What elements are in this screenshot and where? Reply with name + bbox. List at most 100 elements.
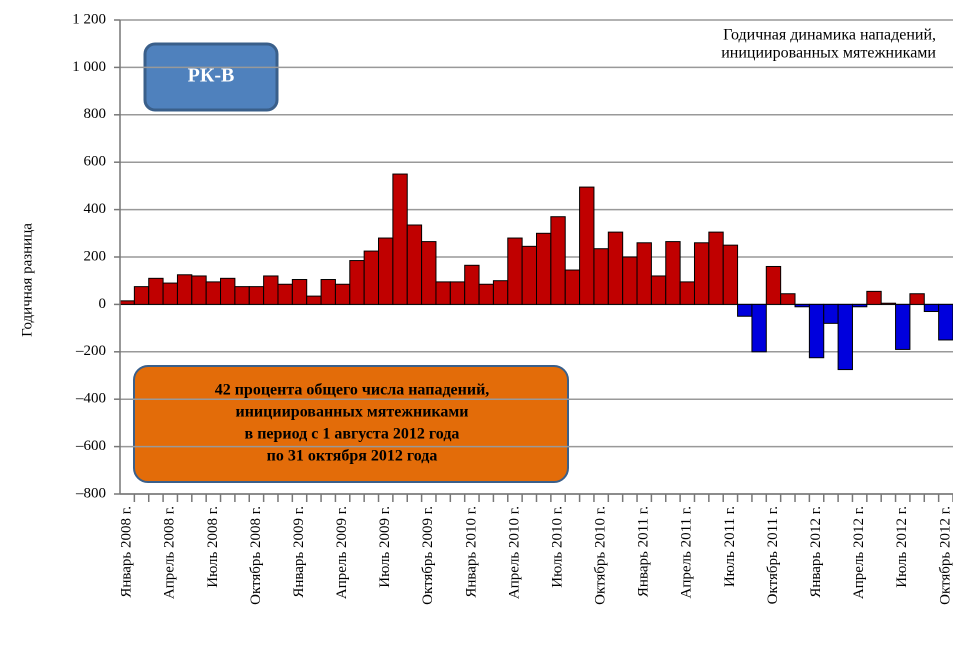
bar (780, 293, 796, 305)
bar (277, 283, 293, 305)
bar (823, 303, 839, 324)
annotation: по 31 октября 2012 года (267, 448, 438, 465)
bar (119, 300, 135, 305)
chart-title: Годичная динамика нападений, (723, 27, 936, 44)
annotation: инициированных мятежниками (235, 404, 468, 421)
bar (851, 303, 868, 308)
x-tick-label: Апрель 2011 г. (679, 506, 695, 599)
bar (464, 264, 480, 305)
bar (478, 283, 494, 305)
bar (320, 279, 336, 305)
x-tick-label: Январь 2008 г. (119, 506, 135, 598)
bar (737, 303, 753, 317)
bar (650, 275, 667, 305)
bar (837, 303, 853, 371)
bar (349, 260, 365, 305)
chart-title: инициированных мятежниками (721, 45, 936, 62)
bar (722, 244, 739, 305)
bar (895, 303, 911, 350)
x-tick-label: Январь 2011 г. (636, 506, 652, 597)
x-tick-label: Октябрь 2010 г. (593, 506, 609, 605)
bar (421, 241, 437, 305)
bar (205, 281, 222, 305)
bar (406, 224, 423, 305)
bar (148, 277, 164, 305)
bar (435, 281, 451, 305)
bar (751, 303, 767, 353)
bar (234, 286, 250, 305)
bar (378, 237, 394, 305)
x-tick-label: Октябрь 2009 г. (420, 506, 436, 605)
x-tick-label: Июль 2012 г. (894, 506, 910, 588)
bar (923, 303, 940, 313)
bar (607, 231, 624, 305)
bar (708, 231, 724, 305)
x-tick-label: Октябрь 2012 г. (937, 506, 953, 605)
bar (665, 241, 681, 305)
bar (593, 248, 609, 305)
annotation: в период с 1 августа 2012 года (245, 426, 460, 443)
y-tick-label: 600 (84, 154, 107, 170)
bar (880, 302, 897, 305)
bar (176, 274, 193, 305)
bar (622, 256, 638, 305)
y-tick-label: 800 (84, 106, 107, 122)
bar (220, 277, 236, 305)
bars (119, 19, 953, 495)
y-axis-label: Годичная разница (19, 223, 35, 337)
x-tick-label: Июль 2011 г. (722, 506, 738, 587)
bar (938, 303, 953, 341)
y-tick-label: –600 (75, 438, 106, 454)
x-tick-label: Октябрь 2011 г. (765, 506, 781, 604)
bar (693, 242, 710, 305)
x-tick-label: Апрель 2010 г. (506, 506, 522, 599)
bar (536, 232, 552, 305)
bar (521, 245, 538, 305)
bar (248, 286, 265, 305)
y-tick-label: –400 (75, 391, 106, 407)
x-tick-label: Июль 2009 г. (377, 506, 393, 588)
bar (133, 286, 150, 305)
x-tick-label: Апрель 2012 г. (851, 506, 867, 599)
bar (579, 186, 595, 305)
x-tick-label: Июль 2010 г. (549, 506, 565, 588)
x-tick-label: Январь 2012 г. (808, 506, 824, 598)
y-tick-label: 1 000 (72, 59, 106, 75)
bar (306, 295, 322, 305)
badge-box (143, 42, 279, 112)
x-tick-label: Январь 2009 г. (291, 506, 307, 598)
y-tick-label: –200 (75, 343, 106, 359)
y-tick-label: 200 (84, 248, 107, 264)
y-tick-label: 1 200 (72, 11, 106, 27)
annotation-box (133, 365, 569, 483)
x-tick-label: Октябрь 2008 г. (248, 506, 264, 605)
bar (866, 290, 882, 305)
y-tick-label: 0 (99, 296, 107, 312)
bar (162, 282, 178, 305)
bar (794, 303, 810, 308)
bar (507, 237, 523, 305)
x-tick-label: Апрель 2009 г. (334, 506, 350, 599)
bar (550, 216, 566, 305)
x-tick-label: Июль 2008 г. (205, 506, 221, 588)
bar (564, 269, 581, 305)
bar (392, 173, 408, 305)
y-tick-label: –800 (75, 485, 106, 501)
bar (765, 265, 782, 305)
x-tick-label: Апрель 2008 г. (162, 506, 178, 599)
bar (636, 242, 652, 305)
bar (263, 275, 279, 305)
x-tick-label: Январь 2010 г. (463, 506, 479, 598)
y-tick-label: 400 (84, 201, 107, 217)
annotation: 42 процента общего числа нападений, (215, 382, 490, 399)
bar (679, 281, 695, 305)
bar (909, 293, 925, 305)
bar (492, 280, 509, 305)
bar (334, 283, 351, 305)
bar (291, 279, 308, 305)
bar (363, 250, 380, 305)
badge: РК-В (188, 65, 235, 87)
bar (808, 303, 825, 359)
